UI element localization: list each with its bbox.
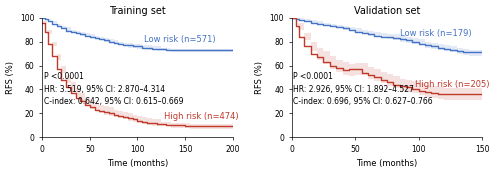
Title: Training set: Training set [109,6,166,15]
Text: High risk (n=474): High risk (n=474) [164,112,239,121]
Y-axis label: RFS (%): RFS (%) [6,61,15,94]
Title: Validation set: Validation set [354,6,420,15]
X-axis label: Time (months): Time (months) [356,159,418,168]
Text: High risk (n=205): High risk (n=205) [415,80,490,89]
X-axis label: Time (months): Time (months) [107,159,168,168]
Y-axis label: RFS (%): RFS (%) [255,61,264,94]
Text: P <0.0001
HR: 3.519, 95% CI: 2.870–4.314
C-index: 0.642, 95% CI: 0.615–0.669: P <0.0001 HR: 3.519, 95% CI: 2.870–4.314… [44,72,184,106]
Text: Low risk (n=571): Low risk (n=571) [144,35,216,44]
Text: P <0.0001
HR: 2.926, 95% CI: 1.892–4.527
C-index: 0.696, 95% CI: 0.627–0.766: P <0.0001 HR: 2.926, 95% CI: 1.892–4.527… [293,72,432,106]
Text: Low risk (n=179): Low risk (n=179) [400,29,471,38]
